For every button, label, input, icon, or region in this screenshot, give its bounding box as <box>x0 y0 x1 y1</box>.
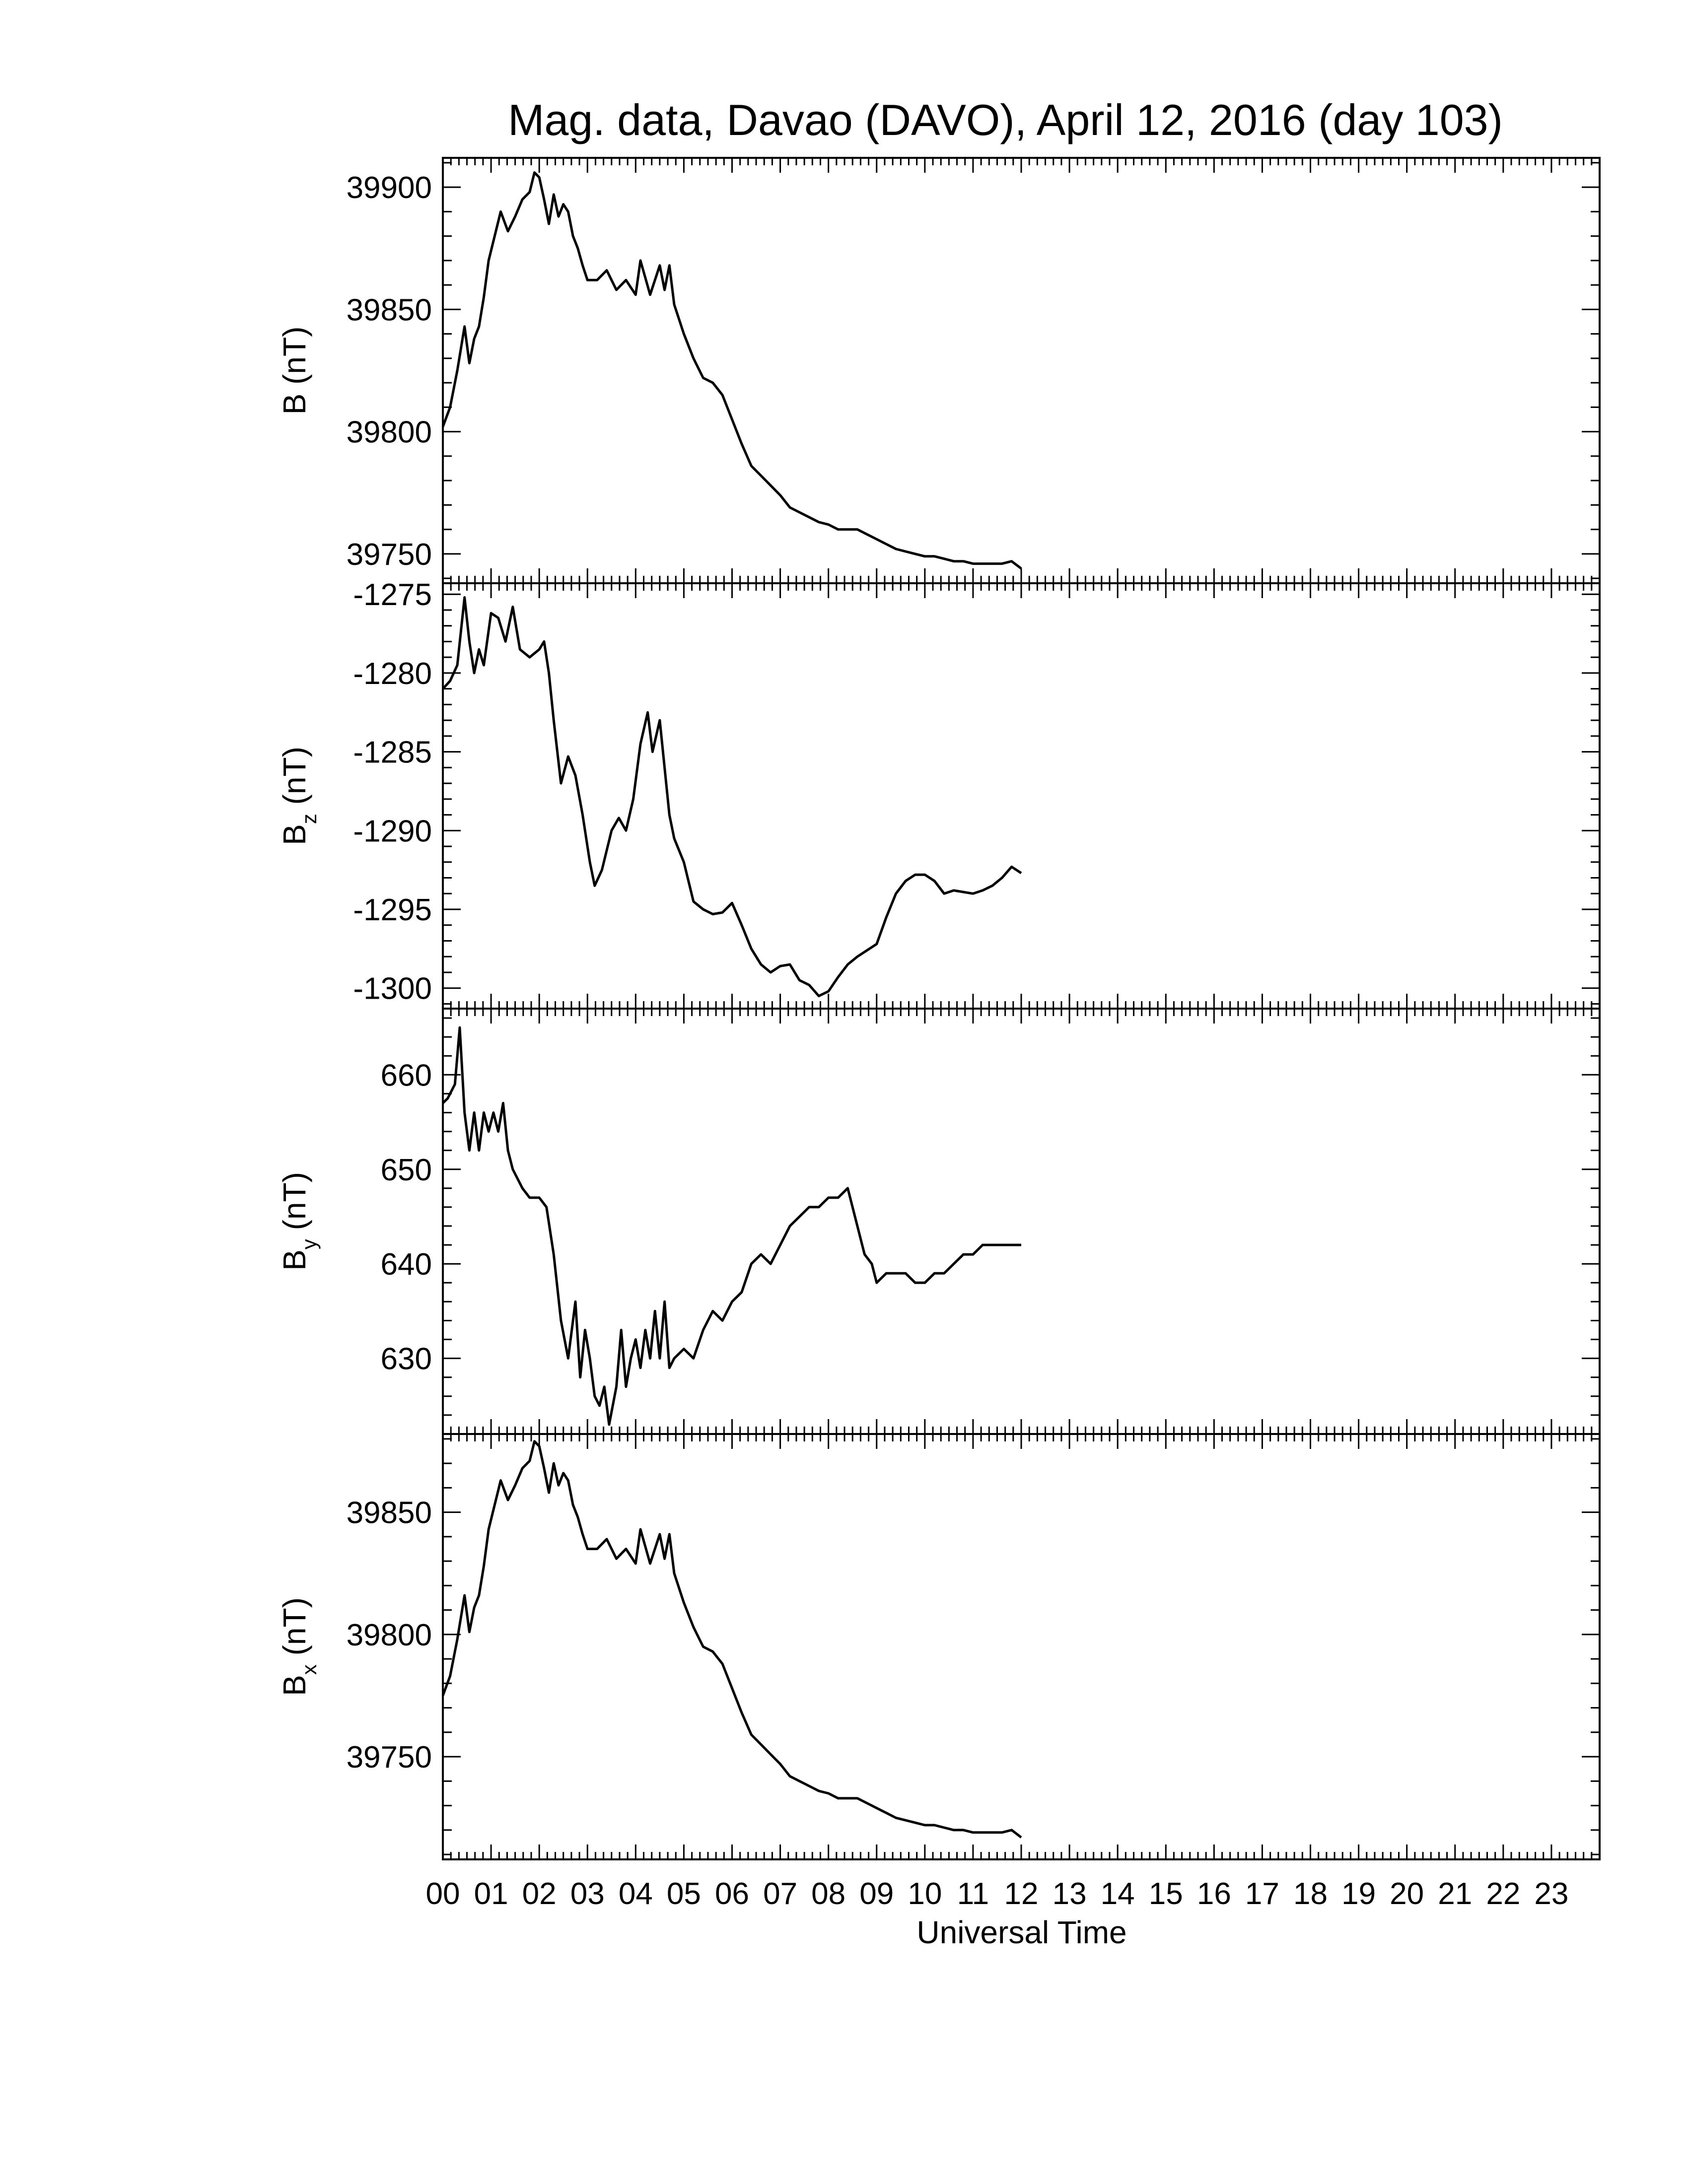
y-tick-label: -1290 <box>353 814 432 848</box>
y-tick-label: 39800 <box>347 1618 432 1652</box>
panel-bz: -1300 -1295 -1290 -1285 -1280 -1275 Bz (nT) <box>277 578 1601 1010</box>
x-tick-label: 07 <box>763 1877 797 1911</box>
y-tick-label: -1295 <box>353 893 432 927</box>
x-tick-label: 01 <box>474 1877 508 1911</box>
x-tick-label: 00 <box>426 1877 460 1911</box>
y-axis-label-main: B <box>277 1675 312 1696</box>
x-tick-label: 02 <box>522 1877 557 1911</box>
x-tick-label: 15 <box>1149 1877 1183 1911</box>
x-tick-label: 14 <box>1101 1877 1135 1911</box>
y-tick-label: 39850 <box>347 293 432 327</box>
x-tick-label: 17 <box>1245 1877 1279 1911</box>
y-tick-label: 39900 <box>347 171 432 205</box>
x-tick-label: 23 <box>1534 1877 1568 1911</box>
y-axis-label-main: B (nT) <box>277 327 312 415</box>
y-tick-label: -1280 <box>353 657 432 691</box>
y-axis-label: Bz (nT) <box>277 747 321 845</box>
y-tick-label: 39750 <box>347 1740 432 1774</box>
x-tick-label: 13 <box>1053 1877 1087 1911</box>
y-tick-label: -1275 <box>353 578 432 612</box>
x-tick-label: 22 <box>1486 1877 1520 1911</box>
panel-bx: 39750 39800 39850 Bx (nT) <box>277 1433 1601 1860</box>
y-tick-label: 630 <box>381 1342 432 1376</box>
y-axis-label: By (nT) <box>277 1172 321 1271</box>
y-axis-label-main: B <box>277 1249 312 1271</box>
y-axis-label-unit: (nT) <box>277 1597 312 1664</box>
chart-title: Mag. data, Davao (DAVO), April 12, 2016 … <box>508 95 1503 144</box>
x-tick-label: 19 <box>1341 1877 1376 1911</box>
series-line-b <box>441 171 1022 570</box>
y-tick-label: 39800 <box>347 415 432 450</box>
x-tick-label: 05 <box>667 1877 701 1911</box>
x-tick-label: 09 <box>859 1877 894 1911</box>
x-axis: 00 01 02 03 04 05 06 07 08 09 10 11 12 13 14 15 16 17 18 19… <box>426 1877 1569 1911</box>
y-axis-label-unit: (nT) <box>277 747 312 814</box>
y-tick-label: -1300 <box>353 972 432 1006</box>
y-tick-label: 39750 <box>347 538 432 572</box>
x-tick-label: 20 <box>1390 1877 1424 1911</box>
x-tick-label: 18 <box>1293 1877 1328 1911</box>
x-tick-label: 08 <box>811 1877 845 1911</box>
y-axis-label-subscript: z <box>297 814 321 824</box>
x-tick-label: 12 <box>1004 1877 1039 1911</box>
y-axis-label: B (nT) <box>277 327 312 415</box>
y-tick-label: 39850 <box>347 1496 432 1530</box>
y-tick-label: 650 <box>381 1153 432 1187</box>
series-line-bx <box>441 1440 1022 1839</box>
y-axis-label-unit: (nT) <box>277 1172 312 1239</box>
y-tick-label: 640 <box>381 1247 432 1282</box>
y-axis-label: Bx (nT) <box>277 1597 321 1696</box>
x-tick-label: 03 <box>570 1877 605 1911</box>
panel-b: 39750 39800 39850 39900 B (nT) <box>277 157 1601 584</box>
y-axis-label-subscript: y <box>297 1239 321 1249</box>
panels-group: 39750 39800 39850 39900 B (nT) -1300 -1295 -129… <box>277 157 1601 1860</box>
series-line-by <box>442 1026 1021 1426</box>
x-tick-label: 10 <box>908 1877 942 1911</box>
y-axis-label-subscript: x <box>297 1664 321 1675</box>
series-line-bz <box>442 596 1022 998</box>
x-tick-label: 04 <box>619 1877 653 1911</box>
y-axis-label-main: B <box>277 824 312 845</box>
x-tick-label: 16 <box>1197 1877 1231 1911</box>
x-axis-title: Universal Time <box>916 1914 1126 1950</box>
x-tick-label: 21 <box>1438 1877 1472 1911</box>
x-tick-label: 11 <box>957 1877 989 1911</box>
y-tick-label: 660 <box>381 1058 432 1092</box>
x-tick-label: 06 <box>715 1877 749 1911</box>
y-tick-label: -1285 <box>353 736 432 770</box>
